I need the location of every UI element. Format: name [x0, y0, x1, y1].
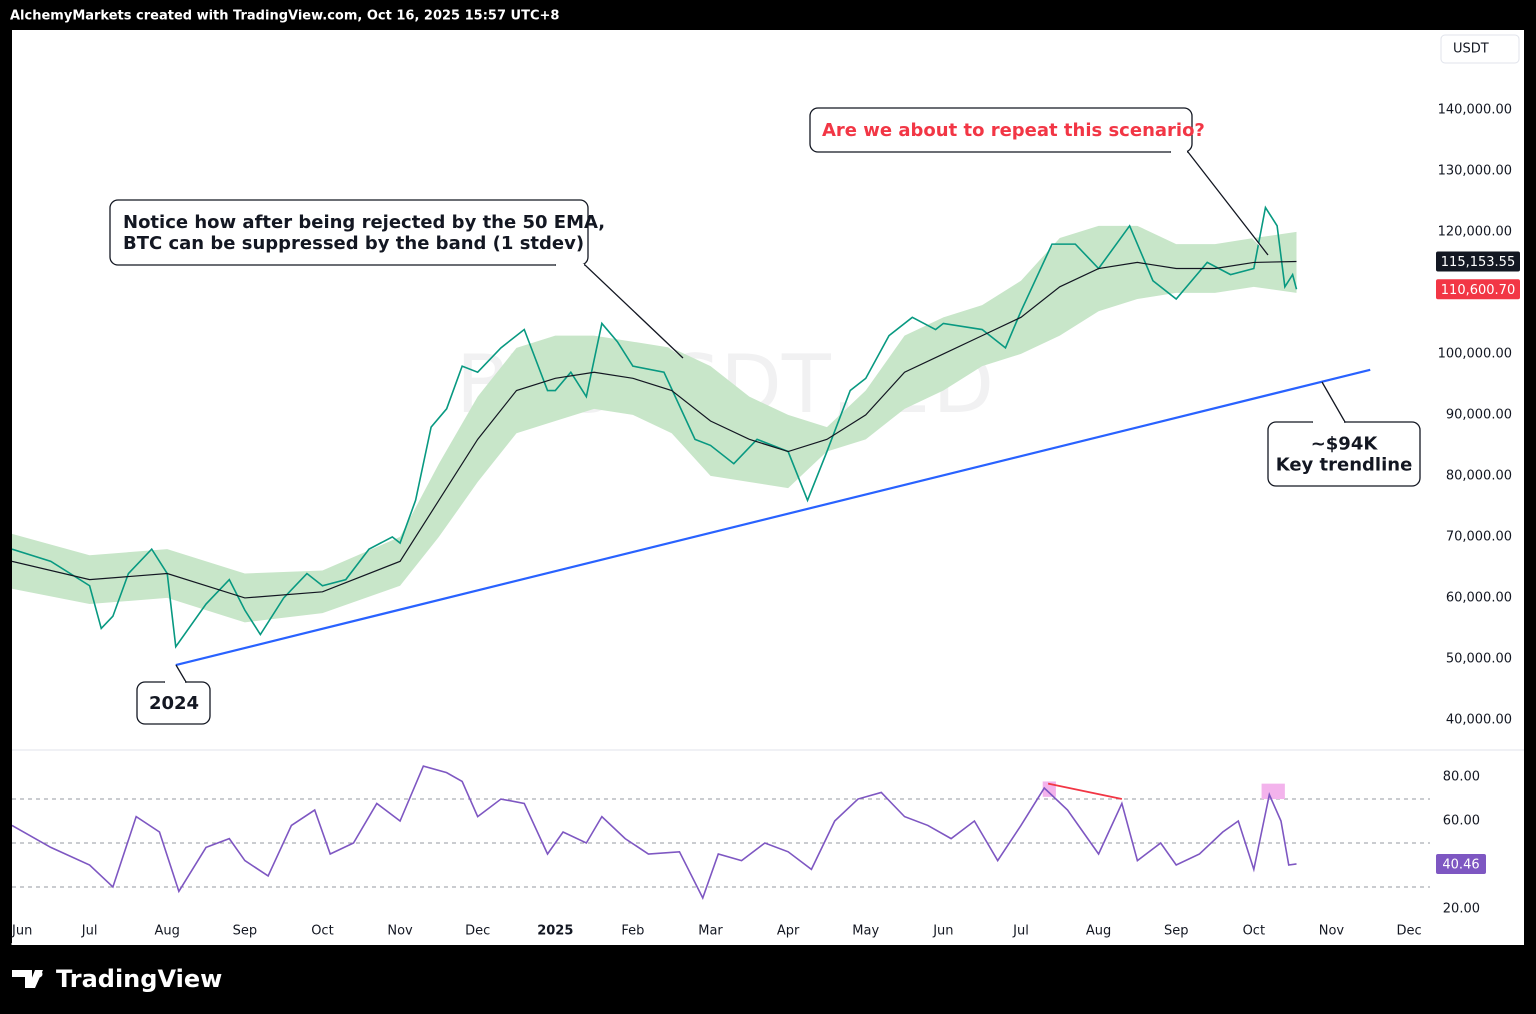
- ema-line: [12, 260, 1297, 599]
- x-tick-label: 2025: [537, 924, 573, 939]
- logo-icon: [12, 970, 43, 988]
- callout-text: 2024: [149, 693, 199, 714]
- x-tick-label: Feb: [621, 924, 644, 939]
- series-line: [12, 205, 1298, 649]
- callout-text: Are we about to repeat this scenario?: [822, 120, 1205, 141]
- callout-text: BTC can be suppressed by the band (1 std…: [123, 233, 584, 254]
- x-tick-label: Jul: [81, 924, 98, 939]
- rsi-tag-label: 40.46: [1442, 857, 1479, 872]
- callout-text: Notice how after being rejected by the 5…: [123, 212, 605, 233]
- y-tick-label: 80,000.00: [1446, 468, 1512, 483]
- x-tick-label: Oct: [1243, 924, 1265, 939]
- rsi-zone: [1261, 783, 1285, 800]
- x-tick-label: Sep: [1164, 924, 1189, 939]
- callout-text: Key trendline: [1276, 455, 1413, 476]
- y-tick-label: 40,000.00: [1446, 712, 1512, 727]
- footer-brand: TradingView: [56, 965, 222, 993]
- x-tick-label: Oct: [311, 924, 333, 939]
- x-tick-label: Nov: [387, 924, 413, 939]
- x-tick-label: Mar: [698, 924, 723, 939]
- series-line: [12, 765, 1297, 900]
- y-tick-label: 20.00: [1443, 901, 1480, 916]
- x-tick-label: Apr: [777, 924, 800, 939]
- x-tick-label: Aug: [1086, 924, 1111, 939]
- price-tag-label: 115,153.55: [1441, 255, 1515, 270]
- chart-area: [12, 30, 1524, 945]
- price-plot: [12, 205, 1298, 649]
- callout-box: [109, 199, 589, 266]
- logo-dot: [35, 970, 43, 978]
- divergence-line: [1047, 782, 1123, 800]
- x-tick-label: Nov: [1319, 924, 1345, 939]
- price-tag-label: 110,600.70: [1441, 283, 1515, 298]
- y-tick-label: 90,000.00: [1446, 407, 1512, 422]
- y-tick-label: 50,000.00: [1446, 651, 1512, 666]
- x-tick-label: Jul: [1012, 924, 1029, 939]
- currency-box: [1440, 34, 1520, 64]
- y-tick-label: 130,000.00: [1438, 163, 1512, 178]
- y-tick-label: 120,000.00: [1438, 224, 1512, 239]
- x-tick-label: Jun: [932, 924, 953, 939]
- x-tick-label: Dec: [1396, 924, 1421, 939]
- y-tick-label: 60.00: [1443, 814, 1480, 829]
- price-tag: [1436, 279, 1520, 300]
- price-tag: [1436, 251, 1520, 272]
- x-tick-label: May: [852, 924, 879, 939]
- currency: USDT: [1453, 42, 1489, 57]
- y-tick-label: 100,000.00: [1438, 346, 1512, 361]
- rsi-tag: [1436, 853, 1486, 874]
- x-tick-label: Sep: [233, 924, 258, 939]
- callout-box: [809, 107, 1193, 153]
- y-tick-label: 60,000.00: [1446, 590, 1512, 605]
- y-tick-label: 70,000.00: [1446, 529, 1512, 544]
- x-tick-label: Dec: [465, 924, 490, 939]
- stdev-band: [12, 225, 1297, 623]
- tv-logo: [12, 970, 43, 988]
- trendline: [175, 368, 1371, 667]
- y-tick-label: 80.00: [1443, 770, 1480, 785]
- callout-text: ~$94K: [1311, 434, 1379, 455]
- x-tick-label: Aug: [155, 924, 180, 939]
- header: AlchemyMarkets created with TradingView.…: [10, 9, 559, 24]
- rsi-plot: [12, 765, 1297, 900]
- y-tick-label: 140,000.00: [1438, 102, 1512, 117]
- x-tick-label: Jun: [11, 924, 32, 939]
